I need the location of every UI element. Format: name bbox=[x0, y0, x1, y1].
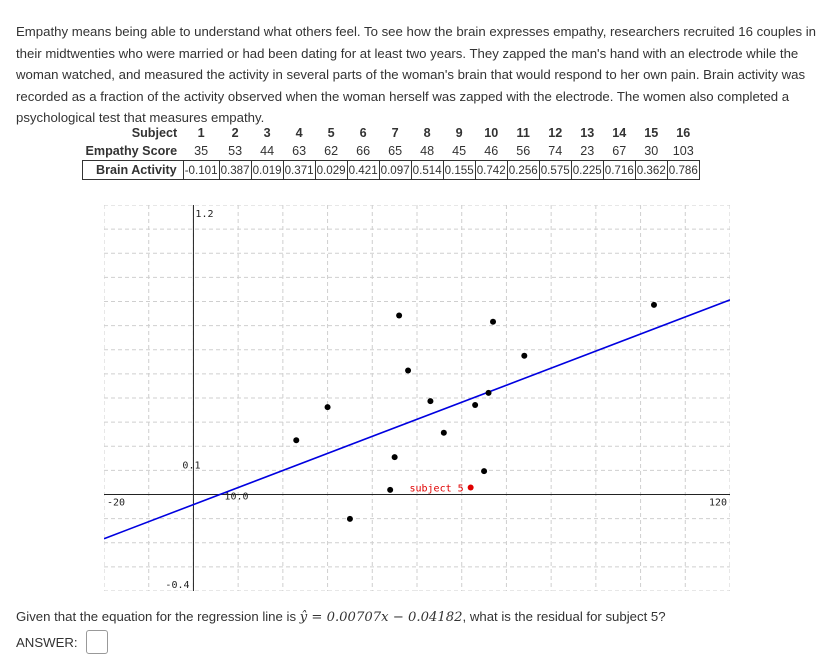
table-cell: 45 bbox=[452, 144, 467, 158]
table-cell: 0.514 bbox=[410, 160, 444, 180]
highlighted-point bbox=[467, 484, 474, 491]
table-cell: 5 bbox=[327, 126, 335, 140]
table-cell: 13 bbox=[580, 126, 595, 140]
table-cell: 3 bbox=[263, 126, 271, 140]
data-point bbox=[650, 301, 657, 308]
table-cell: 67 bbox=[612, 144, 627, 158]
x-tick-label-min: -20 bbox=[107, 498, 125, 509]
table-cell: 0.575 bbox=[538, 160, 572, 180]
data-point bbox=[293, 437, 300, 444]
data-point bbox=[472, 401, 479, 408]
row-label: Empathy Score bbox=[85, 144, 178, 158]
table-cell: 35 bbox=[194, 144, 209, 158]
y-tick-label-top: 1.2 bbox=[195, 209, 213, 220]
data-point bbox=[490, 318, 497, 325]
table-cell: 6 bbox=[359, 126, 367, 140]
table-cell: 0.019 bbox=[250, 160, 284, 180]
data-point bbox=[387, 486, 394, 493]
regression-line bbox=[104, 299, 730, 540]
table-cell: -0.101 bbox=[182, 160, 220, 180]
answer-label: ANSWER: bbox=[16, 634, 78, 650]
table-cell: 30 bbox=[644, 144, 659, 158]
table-cell: 0.716 bbox=[602, 160, 636, 180]
table-cell: 10 bbox=[484, 126, 499, 140]
table-cell: 4 bbox=[295, 126, 303, 140]
data-point bbox=[485, 389, 492, 396]
highlight-label: subject 5 bbox=[409, 484, 463, 495]
row-label: Brain Activity bbox=[82, 160, 184, 180]
table-cell: 65 bbox=[388, 144, 403, 158]
table-cell: 15 bbox=[644, 126, 659, 140]
y-tick-label-bottom: -0.4 bbox=[165, 580, 189, 591]
table-cell: 0.029 bbox=[314, 160, 348, 180]
table-cell: 103 bbox=[672, 144, 694, 158]
scatter-chart: 1.2 0.1 -0.4 -20 120 10.0 subject 5 bbox=[104, 205, 730, 591]
data-point bbox=[405, 367, 412, 374]
table-cell: 0.742 bbox=[474, 160, 508, 180]
table-cell: 53 bbox=[228, 144, 243, 158]
table-cell: 0.387 bbox=[218, 160, 252, 180]
table-cell: 1 bbox=[197, 126, 205, 140]
data-point bbox=[391, 454, 398, 461]
data-table: Subject 1 2 3 4 5 6 7 8 9 10 11 12 13 14 15 16 Empathy Sc… bbox=[82, 124, 700, 180]
data-point bbox=[521, 352, 528, 359]
data-point bbox=[427, 398, 434, 405]
data-point bbox=[324, 404, 331, 411]
row-label: Subject bbox=[131, 126, 178, 140]
table-cell: 9 bbox=[455, 126, 463, 140]
table-cell: 11 bbox=[516, 126, 530, 140]
table-cell: 0.362 bbox=[634, 160, 668, 180]
table-cell: 0.097 bbox=[378, 160, 412, 180]
table-cell: 14 bbox=[612, 126, 627, 140]
data-point bbox=[396, 312, 403, 319]
table-cell: 0.256 bbox=[506, 160, 540, 180]
table-cell: 74 bbox=[548, 144, 563, 158]
table-cell: 8 bbox=[423, 126, 431, 140]
answer-input[interactable] bbox=[85, 630, 108, 654]
answer-row: ANSWER: bbox=[16, 628, 108, 656]
regression-equation: ŷ = 0.00707x − 0.04182 bbox=[299, 610, 463, 625]
table-cell: 16 bbox=[676, 126, 691, 140]
x-tick-label-origin: 10.0 bbox=[224, 492, 248, 503]
question-suffix: , what is the residual for subject 5? bbox=[462, 609, 666, 624]
data-point bbox=[481, 468, 488, 475]
problem-intro: Empathy means being able to understand w… bbox=[16, 24, 817, 125]
table-cell: 48 bbox=[420, 144, 435, 158]
table-cell: 62 bbox=[324, 144, 339, 158]
question-prefix: Given that the equation for the regressi… bbox=[16, 609, 300, 624]
table-cell: 0.225 bbox=[570, 160, 604, 180]
table-cell: 12 bbox=[548, 126, 563, 140]
y-tick-label-mid: 0.1 bbox=[182, 460, 200, 471]
table-cell: 7 bbox=[391, 126, 399, 140]
brain-activity-row: Brain Activity -0.101 0.387 0.019 0.371 0.029… bbox=[82, 160, 700, 180]
table-cell: 0.421 bbox=[346, 160, 380, 180]
subject-row: Subject 1 2 3 4 5 6 7 8 9 10 11 12 13 14 15 16 bbox=[83, 124, 700, 142]
table-cell: 0.155 bbox=[442, 160, 476, 180]
table-cell: 0.786 bbox=[666, 160, 700, 180]
table-cell: 2 bbox=[231, 126, 239, 140]
table-cell: 44 bbox=[260, 144, 275, 158]
empathy-score-row: Empathy Score 35 53 44 63 62 66 65 48 45 46 56 74 23 6… bbox=[83, 142, 700, 161]
table-cell: 0.371 bbox=[282, 160, 316, 180]
x-tick-label-max: 120 bbox=[709, 498, 727, 509]
table-cell: 56 bbox=[516, 144, 531, 158]
data-point bbox=[440, 429, 447, 436]
table-cell: 66 bbox=[356, 144, 371, 158]
question-text: Given that the equation for the regressi… bbox=[16, 609, 666, 625]
data-point bbox=[346, 515, 353, 522]
table-cell: 46 bbox=[484, 144, 499, 158]
table-cell: 63 bbox=[292, 144, 307, 158]
table-cell: 23 bbox=[580, 144, 595, 158]
